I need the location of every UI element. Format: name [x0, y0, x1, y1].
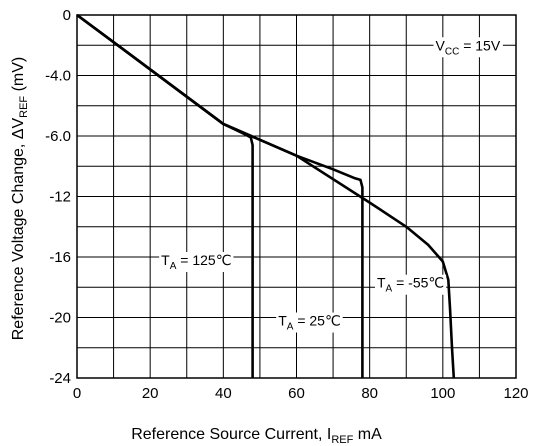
x-tick-label: 80 [361, 385, 378, 402]
tick-labels: 0 20 40 60 80 100 120 0 -4.0 -6.0 -12 -16 -20 -24 [45, 7, 528, 402]
series-lines [76, 13, 456, 379]
x-tick-label: 60 [288, 385, 305, 402]
ta-25-annotation: TA = 25℃ [276, 312, 343, 333]
x-axis-label: Reference Source Current, IREF mA [131, 426, 382, 446]
ta-minus55-annotation-text: TA = -55℃ [377, 275, 444, 295]
grid [76, 14, 517, 379]
x-tick-label: 120 [503, 385, 528, 402]
y-tick-label: -4.0 [45, 68, 71, 85]
y-tick-label: -16 [49, 249, 71, 266]
series-line-3 [76, 13, 456, 379]
annotations: VCC = 15V TA = 125℃ TA = 25℃ TA = -55℃ [159, 37, 503, 333]
vcc-annotation-text: VCC = 15V [436, 37, 501, 57]
ta-125-annotation: TA = 125℃ [159, 252, 234, 273]
y-tick-label: -12 [49, 189, 71, 206]
ta-25-annotation-text: TA = 25℃ [278, 313, 340, 333]
y-tick-label: 0 [63, 7, 71, 24]
y-tick-label: -6.0 [45, 128, 71, 145]
x-tick-label: 40 [215, 385, 232, 402]
ta-minus55-annotation: TA = -55℃ [374, 274, 447, 295]
x-tick-label: 20 [142, 385, 159, 402]
vcc-annotation: VCC = 15V [433, 37, 503, 58]
y-tick-label: -24 [49, 370, 71, 387]
axis-labels: Reference Source Current, IREF mA Referen… [10, 57, 382, 446]
x-tick-label: 100 [430, 385, 455, 402]
ta-125-annotation-text: TA = 125℃ [161, 252, 231, 272]
y-tick-label: -20 [49, 310, 71, 327]
y-axis-label: Reference Voltage Change, ΔVREF (mV) [10, 57, 30, 341]
x-tick-label: 0 [73, 385, 81, 402]
plot-frame [76, 14, 517, 379]
